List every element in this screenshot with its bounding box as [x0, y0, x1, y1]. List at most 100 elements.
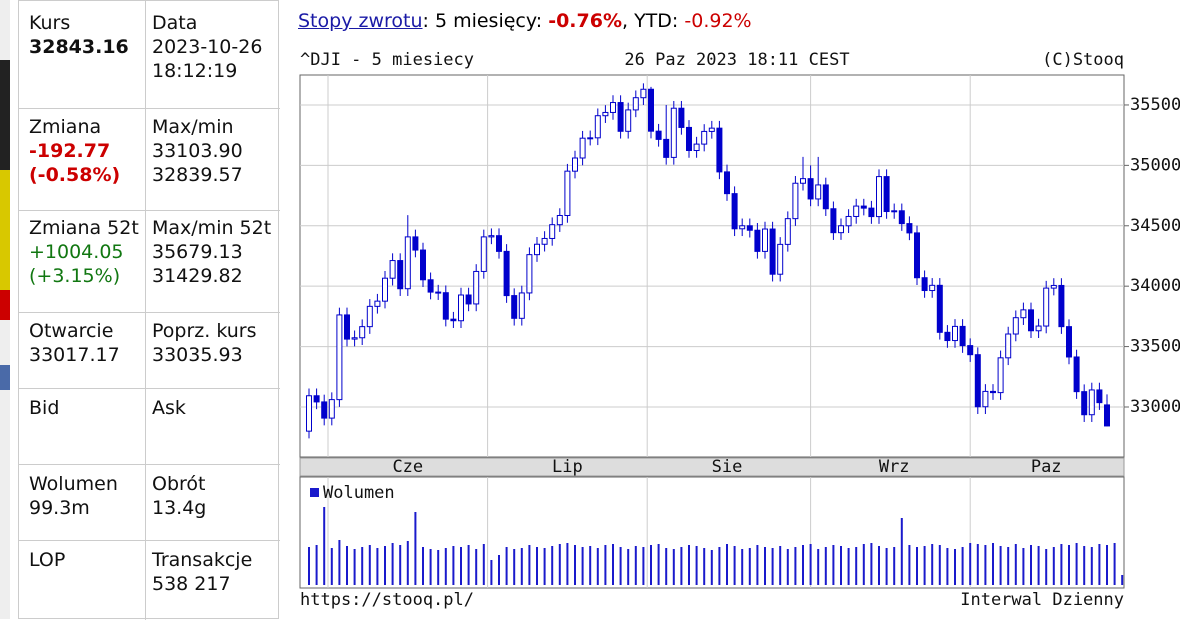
- candle-body: [860, 205, 867, 209]
- candle-body: [518, 292, 525, 319]
- candle-body: [944, 331, 951, 342]
- volume-bar: [1052, 547, 1055, 585]
- candle-body: [853, 205, 860, 217]
- label: Ask: [152, 397, 186, 419]
- value: 538 217: [152, 573, 231, 595]
- candle-body: [617, 102, 624, 132]
- volume-bar: [444, 548, 447, 585]
- candle-body: [982, 390, 989, 408]
- value: 32839.57: [152, 164, 243, 186]
- y-tick-label: 35500: [1130, 95, 1180, 115]
- volume-bar: [361, 547, 364, 585]
- candle-body: [374, 300, 381, 307]
- candle-body: [1081, 391, 1088, 416]
- label: Otwarcie: [29, 320, 114, 342]
- volume-bar: [847, 548, 850, 585]
- candle-body: [579, 137, 586, 159]
- volume-bar: [619, 547, 622, 585]
- candle-body: [382, 277, 388, 302]
- candle-body: [838, 225, 844, 234]
- volume-bar: [726, 544, 728, 585]
- volume-bar: [368, 545, 371, 585]
- volume-bar: [1113, 543, 1116, 585]
- quote-table: Kurs 32843.16 Data 2023-10-26 18:12:19 Zmia…: [18, 0, 280, 620]
- candle-body: [488, 235, 495, 238]
- candle-body: [351, 337, 358, 340]
- volume-bar: [1106, 545, 1108, 585]
- candle-body: [526, 254, 533, 294]
- label: Transakcje: [152, 549, 253, 571]
- volume-bar: [406, 541, 409, 585]
- candle-body: [1088, 389, 1095, 416]
- candle-body: [397, 260, 404, 290]
- volume-bar: [999, 546, 1002, 585]
- candle-body: [594, 115, 601, 139]
- candle-body: [1035, 325, 1042, 332]
- label: Max/min 52t: [152, 217, 272, 239]
- candle-body: [564, 170, 571, 217]
- candle-body: [959, 325, 966, 347]
- label: Bid: [29, 397, 60, 419]
- candle-body: [328, 399, 335, 419]
- cell: Bid: [29, 396, 59, 420]
- label: Obrót: [152, 473, 206, 495]
- candle-body: [1043, 287, 1050, 327]
- value: -0.76%: [548, 10, 622, 32]
- candle-body: [632, 97, 639, 111]
- candle-body: [1028, 309, 1034, 332]
- volume-bar: [558, 544, 561, 585]
- volume-bar: [855, 547, 858, 585]
- candle-body: [701, 130, 708, 145]
- cell: Zmiana -192.77 (-0.58%): [29, 115, 120, 187]
- candle-body: [906, 223, 913, 234]
- chart: ^DJI - 5 miesiecy 26 Paz 2023 18:11 CEST…: [299, 50, 1180, 610]
- volume-bar: [1083, 546, 1086, 585]
- volume-bar: [308, 547, 310, 585]
- value: (+3.15%): [29, 265, 121, 287]
- volume-bar: [642, 547, 645, 585]
- volume-bar: [824, 547, 827, 585]
- volume-bar: [870, 543, 873, 585]
- volume-bar: [330, 548, 333, 585]
- candle-body: [1073, 356, 1080, 393]
- returns-header: Stopy zwrotu: 5 miesięcy: -0.76%, YTD: -…: [298, 10, 752, 32]
- month-band: [299, 457, 1125, 477]
- candle-body: [929, 284, 936, 292]
- volume-bar: [665, 548, 668, 585]
- volume-bar: [695, 546, 698, 585]
- candle-body: [731, 193, 738, 230]
- candle-body: [587, 137, 594, 140]
- volume-bar: [475, 549, 478, 585]
- cell: Obrót 13.4g: [152, 472, 206, 520]
- volume-bar: [1007, 547, 1010, 585]
- volume-bar: [490, 560, 493, 585]
- cell: Max/min 33103.90 32839.57: [152, 115, 243, 187]
- volume-bar: [353, 549, 356, 585]
- candle-body: [739, 225, 746, 230]
- value: (-0.58%): [29, 164, 121, 186]
- volume-bar: [703, 548, 706, 585]
- volume-bar: [672, 549, 675, 585]
- footer-interval: Interwal Dzienny: [960, 590, 1124, 610]
- volume-bar: [338, 540, 341, 585]
- x-tick-label: Sie: [712, 457, 743, 477]
- volume-bar: [627, 549, 630, 585]
- returns-link[interactable]: Stopy zwrotu: [298, 10, 423, 32]
- volume-bar: [771, 548, 774, 585]
- candle-body: [792, 182, 799, 220]
- volume-bar: [612, 544, 614, 585]
- cell: Poprz. kurs 33035.93: [152, 319, 257, 367]
- candle-body: [366, 305, 373, 328]
- label: , YTD:: [622, 10, 685, 32]
- footer-link[interactable]: https://stooq.pl/: [300, 590, 474, 610]
- candle-body: [640, 88, 647, 99]
- candle-body: [678, 107, 685, 128]
- volume-bar: [923, 546, 926, 585]
- candle-body: [404, 236, 411, 290]
- candle-body: [435, 291, 442, 294]
- volume-bar: [931, 544, 934, 585]
- volume-bar: [634, 546, 637, 585]
- label: Kurs: [29, 12, 71, 34]
- volume-bar: [346, 546, 348, 585]
- volume-bar: [840, 546, 842, 585]
